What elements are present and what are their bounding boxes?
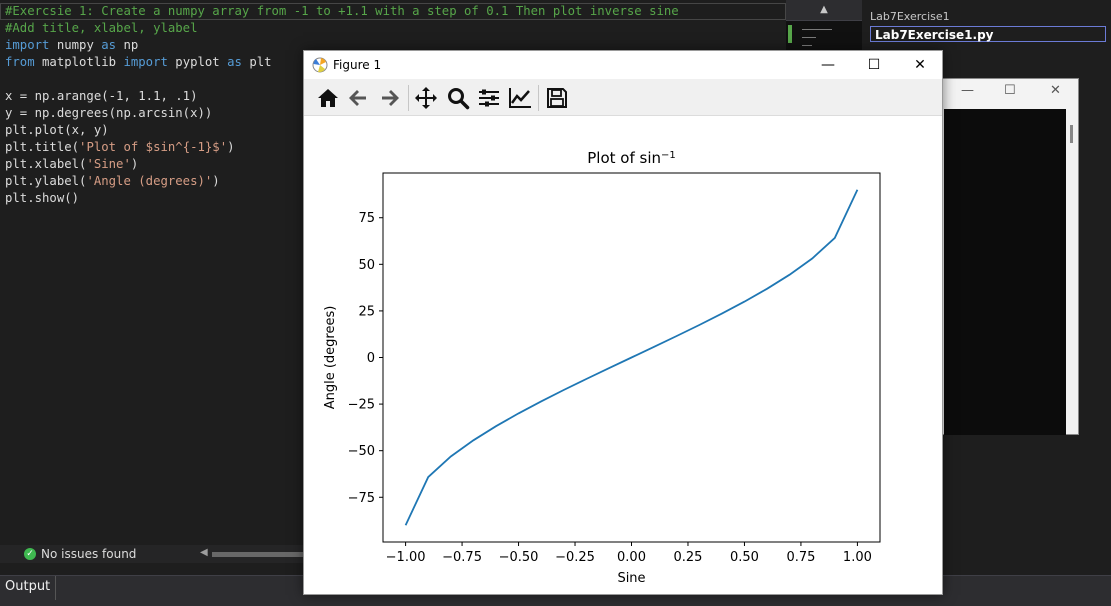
figure-title: Figure 1 xyxy=(333,58,382,72)
y-tick-label: 0 xyxy=(367,351,375,366)
minimap-line xyxy=(802,37,816,38)
y-tick-label: −25 xyxy=(348,398,375,413)
x-tick-label: −0.25 xyxy=(555,550,595,565)
maximize-icon[interactable]: ☐ xyxy=(1004,83,1016,98)
x-tick-label: 0.25 xyxy=(674,550,703,565)
code-line[interactable]: import numpy as np xyxy=(5,38,139,52)
minimap-line xyxy=(802,29,832,30)
minimap-line xyxy=(802,45,812,46)
editor-status-bar: ✓ No issues found ◀ xyxy=(0,545,305,563)
code-line[interactable]: plt.xlabel('Sine') xyxy=(5,157,139,171)
toolbar-separator xyxy=(538,85,539,111)
close-icon[interactable]: ✕ xyxy=(914,57,926,73)
toolbar-separator xyxy=(408,85,409,111)
code-line[interactable]: #Exercsie 1: Create a numpy array from -… xyxy=(5,4,679,18)
scrollbar-thumb[interactable] xyxy=(1070,125,1073,143)
x-tick-label: 1.00 xyxy=(843,550,872,565)
code-text[interactable]: #Exercsie 1: Create a numpy array from -… xyxy=(5,3,679,207)
code-line[interactable]: from matplotlib import pyplot as plt xyxy=(5,55,272,69)
solution-tree-project[interactable]: Lab7Exercise1 xyxy=(870,10,950,23)
code-line[interactable]: x = np.arange(-1, 1.1, .1) xyxy=(5,89,198,103)
maximize-icon[interactable]: ☐ xyxy=(867,57,881,73)
y-tick-label: −50 xyxy=(348,444,375,459)
x-tick-label: −1.00 xyxy=(386,550,426,565)
series-line xyxy=(404,189,859,526)
x-tick-label: 0.75 xyxy=(786,550,815,565)
matplotlib-icon xyxy=(312,57,328,73)
y-axis-label: Angle (degrees) xyxy=(323,306,338,410)
zoom-icon[interactable] xyxy=(446,86,470,110)
y-axis-ticks: −75 −50 −25 0 25 50 75 xyxy=(348,211,383,506)
scroll-left-icon[interactable]: ◀ xyxy=(200,547,208,558)
console-titlebar[interactable]: — ☐ ✕ xyxy=(941,79,1078,109)
minimize-icon[interactable]: — xyxy=(821,57,835,73)
code-line[interactable]: plt.title('Plot of $sin^{-1}$') xyxy=(5,140,235,154)
back-arrow-icon[interactable] xyxy=(346,86,370,110)
save-icon[interactable] xyxy=(545,86,569,110)
scroll-up-icon[interactable]: ▲ xyxy=(786,0,862,20)
y-tick-label: 75 xyxy=(358,211,375,226)
pan-icon[interactable] xyxy=(414,86,438,110)
y-tick-label: 25 xyxy=(358,304,375,319)
minimize-icon[interactable]: — xyxy=(961,83,974,98)
solution-tree-file[interactable]: Lab7Exercise1.py xyxy=(870,26,1106,42)
code-line[interactable]: plt.ylabel('Angle (degrees)') xyxy=(5,174,220,188)
horizontal-scrollbar[interactable]: ◀ xyxy=(200,547,304,559)
console-output[interactable] xyxy=(944,109,1066,435)
scrollbar-thumb[interactable] xyxy=(212,552,304,557)
home-icon[interactable] xyxy=(316,86,340,110)
code-line[interactable]: plt.show() xyxy=(5,191,80,205)
check-circle-icon: ✓ xyxy=(24,548,36,560)
minimap-marker xyxy=(788,25,792,43)
code-line[interactable]: y = np.degrees(np.arcsin(x)) xyxy=(5,106,213,120)
x-axis-label: Sine xyxy=(617,571,645,586)
chart-title: Plot of sin−1 xyxy=(587,149,676,167)
configure-subplots-icon[interactable] xyxy=(477,86,501,110)
issues-status[interactable]: No issues found xyxy=(41,547,137,561)
x-tick-label: 0.50 xyxy=(730,550,759,565)
plot-canvas[interactable]: Plot of sin−1 −1.00 −0.75 −0.50 −0.25 0.00 0.… xyxy=(304,115,942,594)
figure-titlebar[interactable]: Figure 1 — ☐ ✕ xyxy=(304,51,942,79)
current-line-highlight xyxy=(0,3,786,20)
code-line[interactable]: plt.plot(x, y) xyxy=(5,123,109,137)
edit-axis-icon[interactable] xyxy=(508,86,532,110)
forward-arrow-icon[interactable] xyxy=(378,86,402,110)
y-tick-label: 50 xyxy=(358,258,375,273)
figure-toolbar xyxy=(304,79,942,116)
tab-output[interactable]: Output xyxy=(0,576,56,600)
figure-window[interactable]: Figure 1 — ☐ ✕ xyxy=(303,50,943,595)
code-minimap[interactable] xyxy=(786,20,862,51)
x-tick-label: −0.75 xyxy=(442,550,482,565)
console-window[interactable]: — ☐ ✕ xyxy=(940,78,1079,435)
x-tick-label: 0.00 xyxy=(617,550,646,565)
y-tick-label: −75 xyxy=(348,491,375,506)
close-icon[interactable]: ✕ xyxy=(1050,83,1061,98)
console-scrollbar[interactable] xyxy=(1067,111,1076,434)
x-axis-ticks: −1.00 −0.75 −0.50 −0.25 0.00 0.25 0.50 0.75 1.00 xyxy=(386,542,872,565)
code-line[interactable]: #Add title, xlabel, ylabel xyxy=(5,21,198,35)
x-tick-label: −0.50 xyxy=(499,550,539,565)
